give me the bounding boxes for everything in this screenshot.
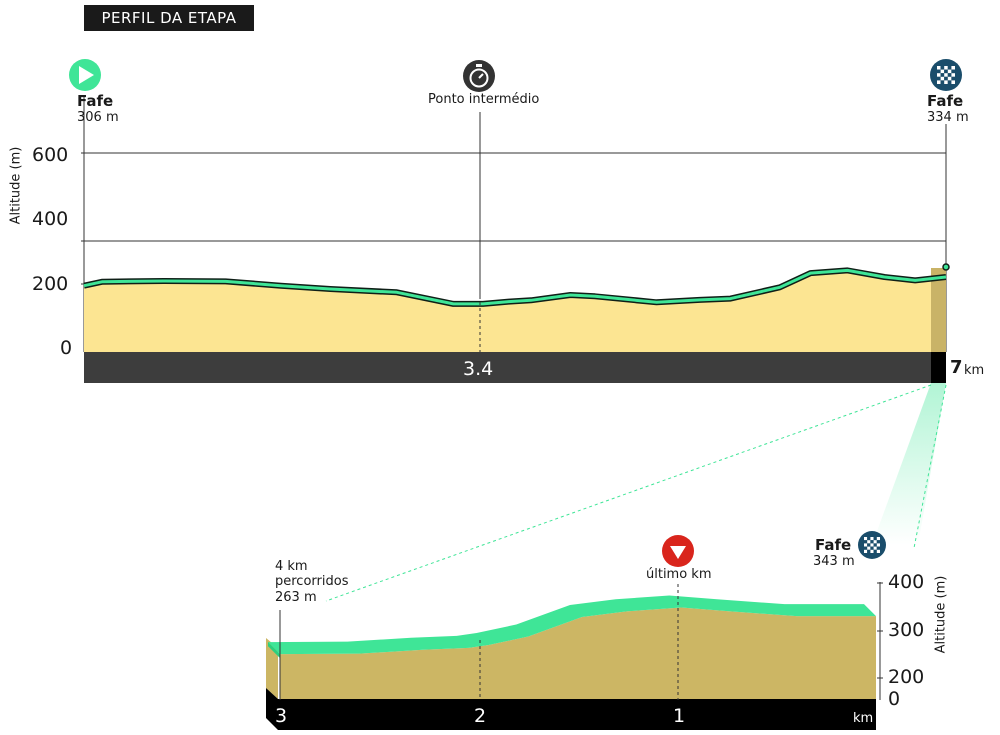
checker-cell	[864, 546, 868, 550]
zoom-connector	[325, 383, 947, 602]
checker-cell	[937, 66, 941, 70]
last-km-triangle-icon	[662, 535, 694, 567]
checker-cell	[951, 69, 955, 74]
checker-cell	[864, 543, 868, 547]
checker-cell	[944, 76, 948, 81]
checker-cell	[940, 80, 945, 84]
final-ytick-label-200: 200	[888, 666, 925, 688]
checker-cell	[947, 69, 952, 74]
checker-cell	[937, 76, 941, 81]
finish-point	[942, 263, 950, 271]
checker-cell	[873, 537, 877, 541]
checker-cell	[864, 540, 868, 544]
checker-cell	[870, 549, 874, 553]
main-terrain-area	[84, 270, 946, 352]
checker-cell	[947, 66, 952, 70]
last-km-label: último km	[646, 567, 712, 582]
checker-cell	[940, 73, 945, 77]
checker-cell	[867, 546, 871, 550]
checker-cell	[876, 537, 880, 541]
final-checkered-flag-icon	[858, 531, 886, 559]
checker-cell	[937, 73, 941, 77]
checker-cell	[876, 546, 880, 550]
checker-cell	[876, 540, 880, 544]
final-terrain-area	[280, 607, 876, 700]
intermediate-label: Ponto intermédio	[428, 92, 540, 107]
final-road-bar	[266, 688, 876, 730]
total-km-unit: km	[964, 363, 985, 378]
checker-cell	[951, 80, 955, 84]
checker-cell	[876, 549, 880, 553]
checker-cell	[876, 543, 880, 547]
start-altitude-label: 306 m	[77, 110, 119, 125]
checker-cell	[940, 66, 945, 70]
checker-cell	[944, 66, 948, 70]
total-km-value: 7	[950, 357, 963, 378]
final-profile-band-side	[268, 642, 280, 659]
final-xtick-label-2: 2	[474, 705, 487, 727]
checker-cell	[944, 80, 948, 84]
stopwatch-icon	[463, 60, 495, 92]
main-profile-line	[83, 268, 947, 306]
intermediate-km-label: 3.4	[463, 358, 494, 380]
final-x-unit-label: km	[853, 711, 874, 726]
stage-profile-title: PERFIL DA ETAPA	[84, 5, 254, 31]
start-town-label: Fafe	[77, 92, 114, 110]
ytick-label-200: 200	[32, 273, 69, 295]
start-arrow-icon	[69, 59, 101, 91]
final-km-shade	[931, 268, 946, 352]
final-finish-altitude-label: 343 m	[813, 554, 855, 569]
checker-cell	[940, 69, 945, 74]
checker-cell	[947, 80, 952, 84]
checker-cell	[944, 73, 948, 77]
checker-cell	[870, 546, 874, 550]
checker-cell	[864, 549, 868, 553]
checker-cell	[864, 537, 868, 541]
final-xtick-label-3: 3	[275, 705, 288, 727]
final-side-left	[266, 638, 278, 700]
checker-cell	[940, 76, 945, 81]
checker-cell	[873, 549, 877, 553]
final-km-road	[931, 352, 946, 383]
checker-cell	[944, 69, 948, 74]
checker-cell	[937, 80, 941, 84]
main-y-axis-label: Altitude (m)	[8, 146, 24, 225]
final-ytick-label-0: 0	[888, 688, 901, 710]
checker-cell	[937, 69, 941, 74]
final-profile-band	[268, 595, 876, 655]
main-profile-chart	[69, 59, 962, 383]
checkered-flag-icon	[930, 59, 962, 91]
final-ytick-label-300: 300	[888, 619, 925, 641]
final-finish-town-label: Fafe	[815, 536, 852, 554]
checker-cell	[867, 549, 871, 553]
final-ytick-label-400: 400	[888, 571, 925, 593]
final-y-axis-label: Altitude (m)	[933, 575, 949, 654]
checker-cell	[873, 546, 877, 550]
finish-town-label: Fafe	[927, 92, 964, 110]
checker-cell	[951, 66, 955, 70]
final-start-note-label: percorridos	[275, 574, 349, 589]
main-road-bar	[84, 352, 946, 383]
checker-cell	[867, 540, 871, 544]
final-start-km-label: 4 km	[275, 559, 308, 574]
checker-cell	[870, 540, 874, 544]
ytick-label-0: 0	[60, 337, 73, 359]
checker-cell	[947, 76, 952, 81]
checker-cell	[951, 76, 955, 81]
ytick-label-400: 400	[32, 208, 69, 230]
checker-cell	[867, 543, 871, 547]
checker-cell	[947, 73, 952, 77]
final-km-chart	[266, 531, 886, 730]
ytick-label-600: 600	[32, 144, 69, 166]
checker-cell	[873, 540, 877, 544]
final-start-altitude-label: 263 m	[275, 590, 317, 605]
final-xtick-label-1: 1	[673, 705, 686, 727]
checker-cell	[867, 537, 871, 541]
checker-cell	[873, 543, 877, 547]
checker-cell	[870, 543, 874, 547]
finish-altitude-label: 334 m	[927, 110, 969, 125]
checker-cell	[870, 537, 874, 541]
checker-cell	[951, 73, 955, 77]
